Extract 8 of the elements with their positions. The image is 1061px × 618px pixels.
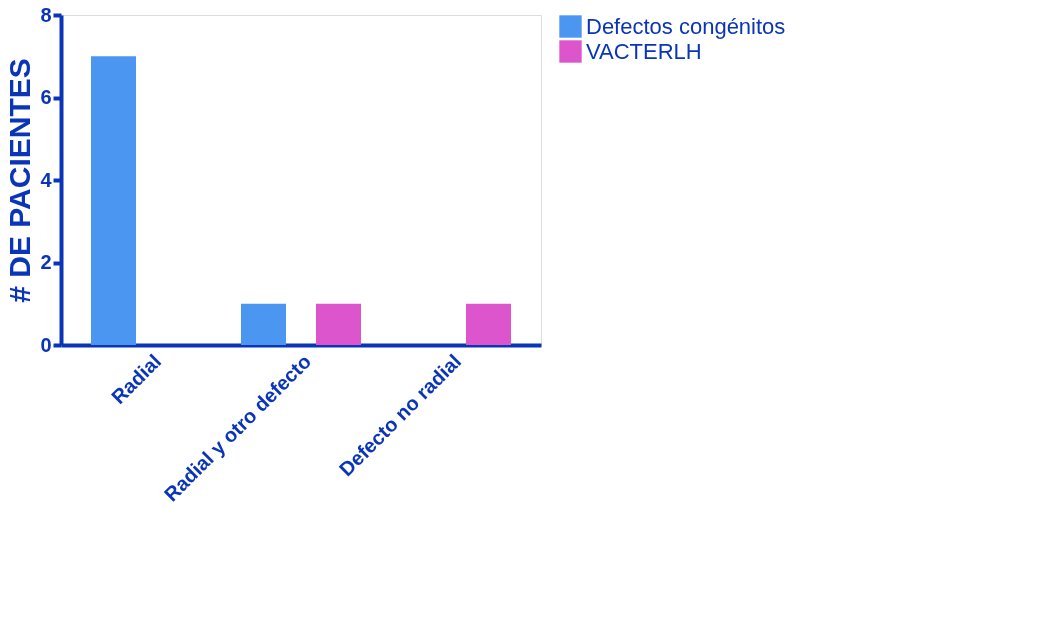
y-tick-label: 0 [40, 333, 52, 356]
legend-label: Defectos congénitos [586, 13, 786, 39]
y-axis-title: # DE PACIENTES [3, 58, 37, 303]
legend-label: VACTERLH [586, 38, 702, 64]
y-tick-label: 6 [40, 86, 52, 108]
y-tick-label: 4 [40, 168, 53, 191]
y-tick-label: 2 [40, 251, 52, 273]
y-tick-label: 8 [40, 3, 52, 26]
